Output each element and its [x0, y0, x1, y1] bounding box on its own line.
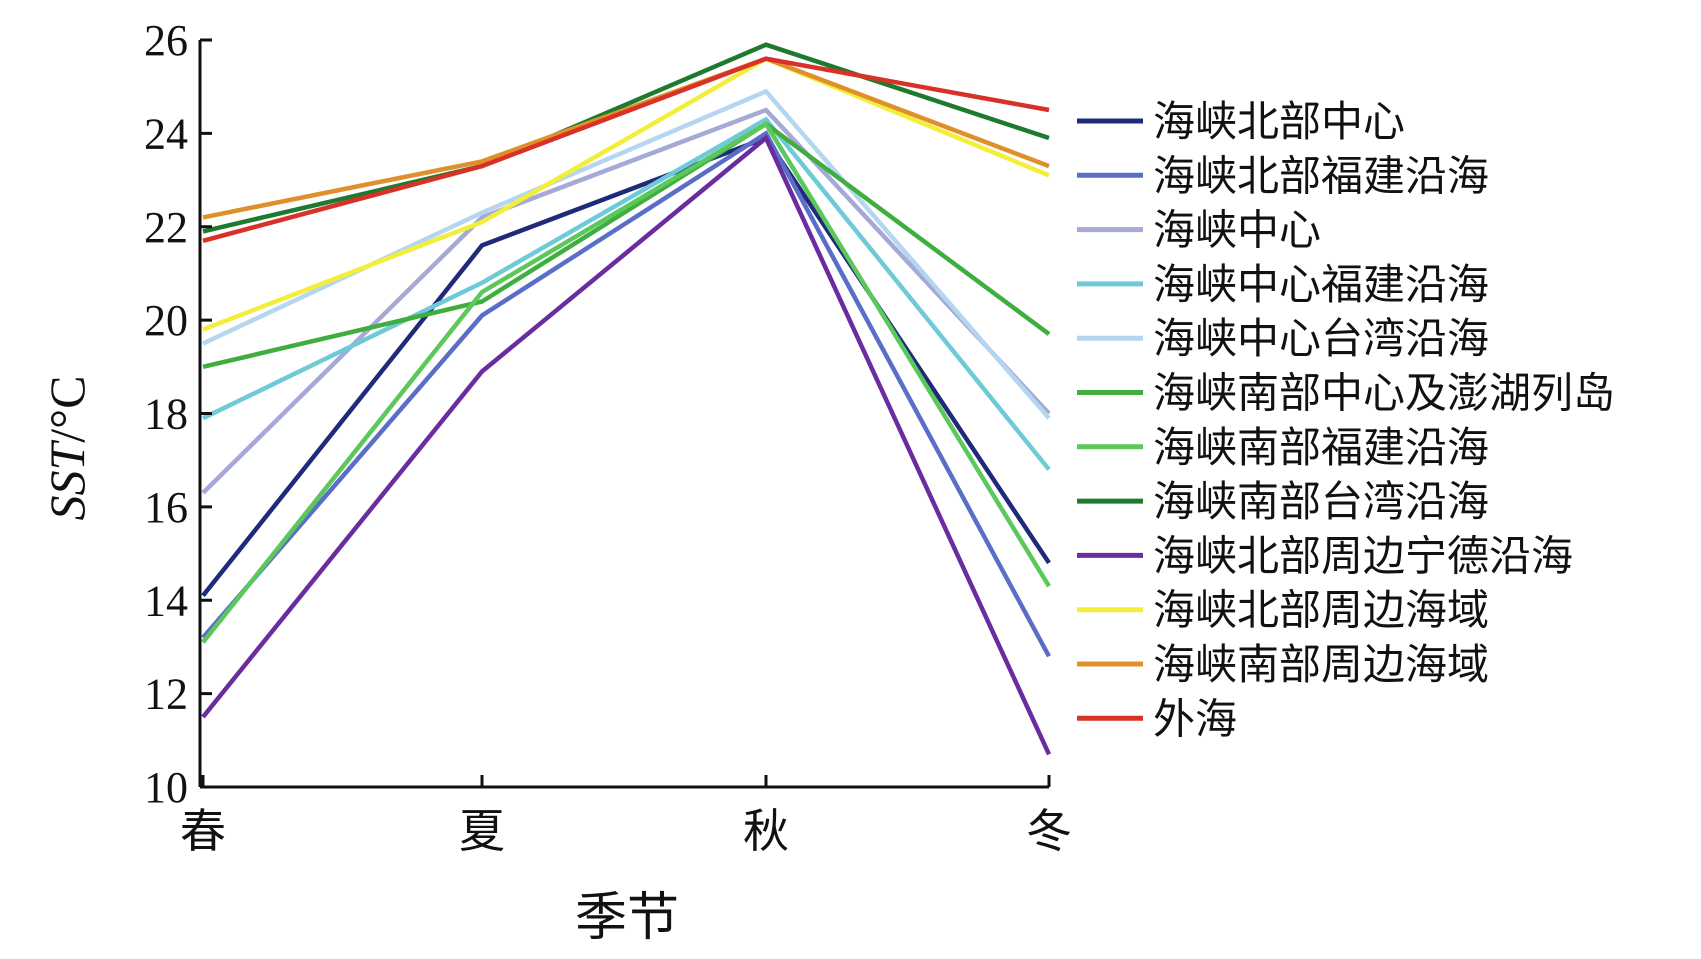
legend-label: 海峡中心	[1153, 206, 1321, 255]
series-line-9	[201, 134, 1052, 756]
y-tick-label: 10	[144, 763, 188, 812]
legend-label: 海峡北部中心	[1153, 97, 1405, 146]
x-ticks: 春夏秋冬	[180, 775, 1072, 858]
legend-item: 海峡南部台湾沿海	[1077, 477, 1489, 526]
y-tick-label: 18	[144, 390, 188, 439]
legend-item: 海峡中心	[1077, 206, 1321, 255]
series-line-2	[201, 130, 1051, 658]
x-tick-label: 夏	[459, 804, 505, 858]
y-tick-label: 24	[144, 109, 188, 158]
plot-lines	[201, 42, 1052, 756]
series-line-1	[201, 135, 1051, 598]
y-tick-label: 12	[144, 670, 188, 719]
legend-label: 海峡北部周边宁德沿海	[1153, 531, 1573, 580]
legend-item: 海峡北部周边宁德沿海	[1077, 531, 1573, 580]
legend-item: 海峡北部中心	[1077, 97, 1405, 146]
legend-label: 海峡南部台湾沿海	[1153, 477, 1489, 526]
y-tick-label: 20	[144, 296, 188, 345]
y-tick-label: 16	[144, 483, 188, 532]
legend: 海峡北部中心海峡北部福建沿海海峡中心海峡中心福建沿海海峡中心台湾沿海海峡南部中心…	[1077, 97, 1615, 743]
legend-label: 海峡中心台湾沿海	[1153, 314, 1489, 363]
legend-label: 海峡中心福建沿海	[1153, 260, 1489, 309]
y-axis-label: SST/°C	[39, 375, 95, 520]
y-axis-label-unit: /°C	[39, 375, 95, 442]
y-ticks: 10 12 14 16 18 20 22 24 26	[144, 16, 212, 812]
series-line-4	[202, 116, 1051, 471]
legend-label: 海峡南部周边海域	[1153, 640, 1489, 689]
x-tick-label: 秋	[743, 804, 789, 858]
series-line-6	[202, 121, 1051, 369]
legend-item: 海峡南部中心及澎湖列岛	[1077, 369, 1615, 418]
legend-item: 海峡北部周边海域	[1077, 586, 1489, 635]
legend-item: 海峡南部周边海域	[1077, 640, 1489, 689]
series-line-12	[202, 56, 1050, 243]
series-line-8	[202, 42, 1050, 234]
x-tick-label: 冬	[1026, 804, 1072, 858]
series-line-3	[201, 107, 1051, 495]
legend-label: 海峡北部福建沿海	[1153, 151, 1489, 200]
legend-label: 海峡北部周边海域	[1153, 586, 1489, 635]
y-tick-label: 26	[144, 16, 188, 65]
legend-item: 海峡中心台湾沿海	[1077, 314, 1489, 363]
legend-label: 海峡南部中心及澎湖列岛	[1153, 369, 1615, 418]
legend-item: 海峡南部福建沿海	[1077, 423, 1489, 472]
legend-label: 外海	[1153, 694, 1237, 743]
legend-label: 海峡南部福建沿海	[1153, 423, 1489, 472]
y-tick-label: 22	[144, 203, 188, 252]
series-line-7	[201, 120, 1051, 644]
x-tick-label: 春	[180, 804, 226, 858]
legend-item: 海峡中心福建沿海	[1077, 260, 1489, 309]
legend-item: 外海	[1077, 694, 1237, 743]
x-axis-label: 季节	[575, 888, 679, 948]
legend-item: 海峡北部福建沿海	[1077, 151, 1489, 200]
series-line-10	[202, 56, 1050, 332]
y-axis-label-quantity: SST	[39, 440, 95, 521]
y-tick-label: 14	[144, 576, 188, 625]
